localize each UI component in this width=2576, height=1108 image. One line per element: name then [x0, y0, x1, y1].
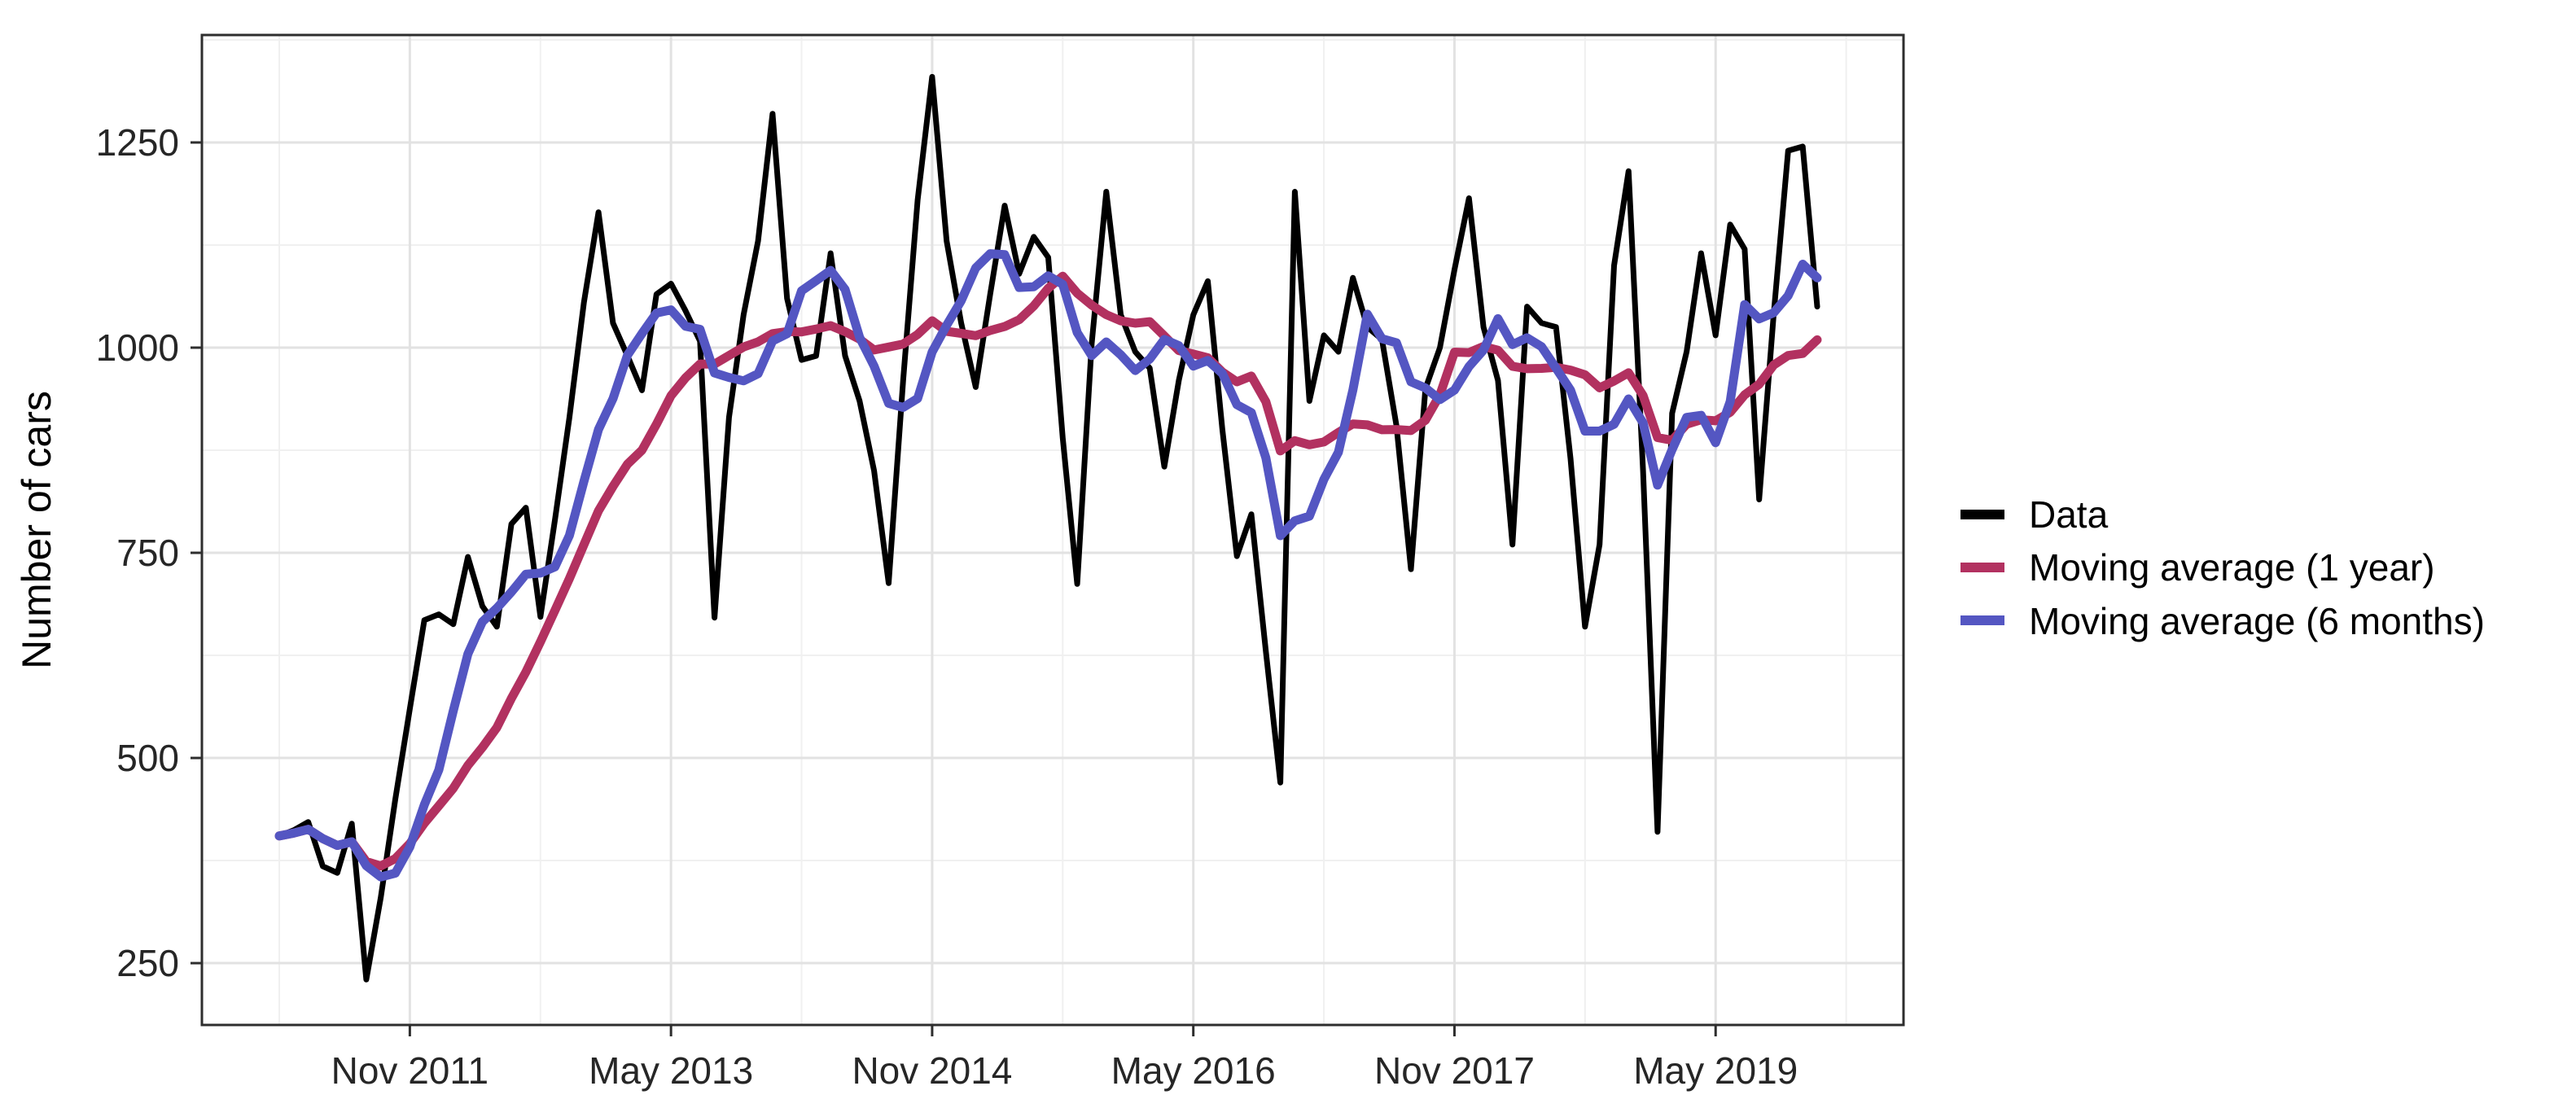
y-tick-label: 1250 — [96, 121, 179, 164]
x-axis-tick-labels: Nov 2011 May 2013 Nov 2014 May 2016 Nov 2017… — [331, 1049, 1798, 1092]
gridlines-minor — [202, 35, 1904, 1025]
legend: Data Moving average (1 year) Moving aver… — [1960, 493, 2485, 642]
legend-label-ma-1-year: Moving average (1 year) — [2029, 546, 2435, 589]
plot-panel-border — [200, 33, 1905, 1027]
y-tick-label: 250 — [116, 942, 179, 984]
legend-label-ma-6-months: Moving average (6 months) — [2029, 600, 2485, 642]
axis-ticks — [191, 141, 1717, 1036]
legend-key-ma-6-months — [1960, 615, 2004, 625]
y-tick-label: 500 — [116, 737, 179, 779]
legend-label-data: Data — [2029, 493, 2109, 536]
x-tick-label: Nov 2017 — [1374, 1049, 1535, 1092]
y-axis-tick-labels: 250 500 750 1000 1250 — [96, 121, 179, 984]
y-axis-title: Number of cars — [14, 391, 59, 669]
gridlines-major — [202, 35, 1904, 1025]
y-tick-label: 1000 — [96, 326, 179, 369]
x-tick-label: May 2019 — [1633, 1049, 1798, 1092]
legend-key-ma-1-year — [1960, 563, 2004, 572]
x-tick-label: Nov 2014 — [852, 1049, 1012, 1092]
x-tick-label: May 2016 — [1111, 1049, 1276, 1092]
x-tick-label: May 2013 — [589, 1049, 753, 1092]
x-tick-label: Nov 2011 — [331, 1049, 489, 1092]
y-tick-label: 750 — [116, 532, 179, 574]
legend-key-data — [1960, 510, 2004, 519]
legend-item-data: Data — [1960, 493, 2109, 536]
legend-item-ma-1-year: Moving average (1 year) — [1960, 546, 2435, 589]
ma-6months-line — [274, 249, 1822, 882]
legend-item-ma-6-months: Moving average (6 months) — [1960, 600, 2485, 642]
series-lines — [274, 73, 1822, 983]
